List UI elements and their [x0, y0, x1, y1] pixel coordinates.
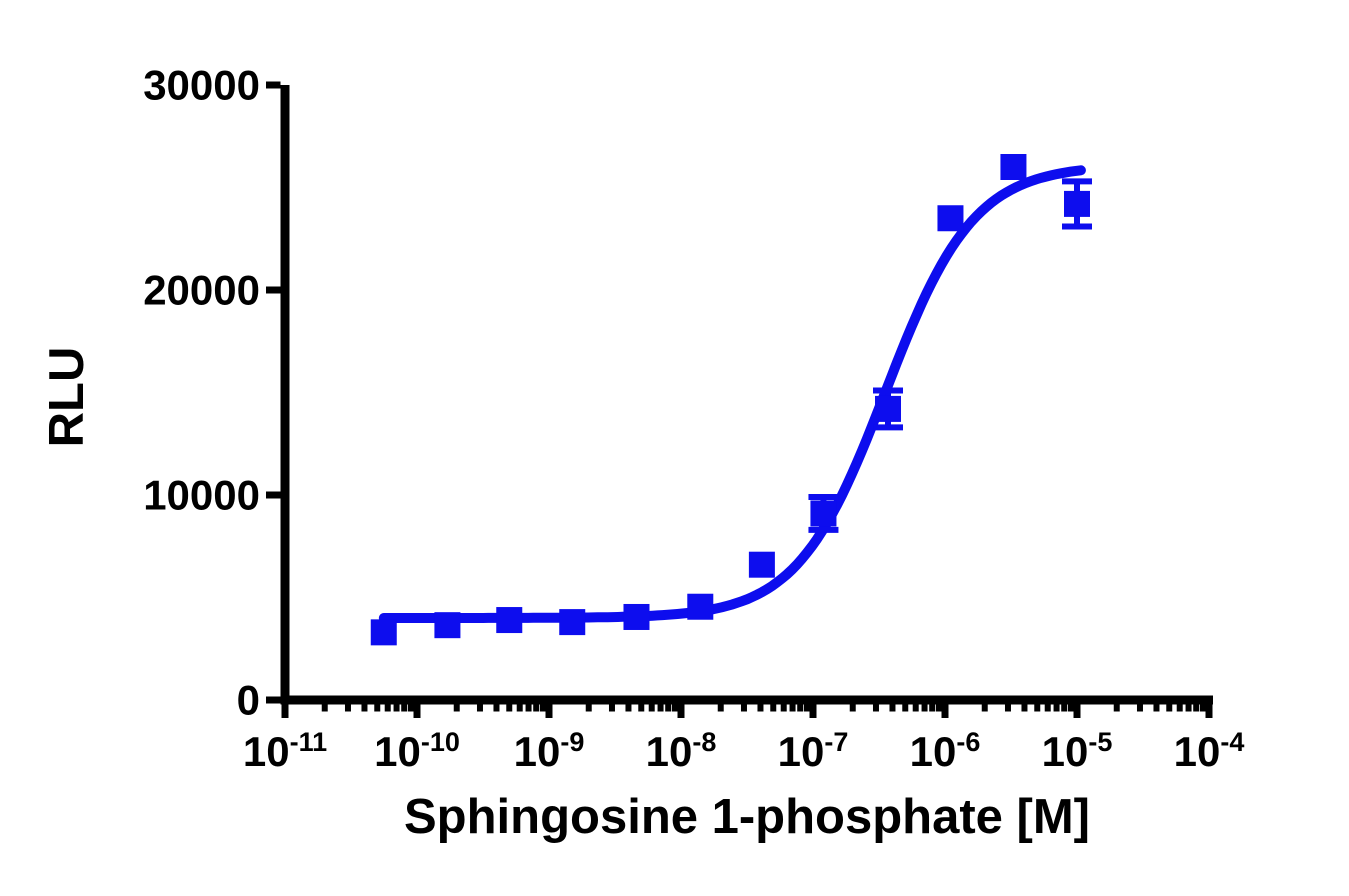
- y-axis-title: RLU: [40, 347, 94, 448]
- x-tick-label: 10-11: [243, 727, 327, 775]
- data-point-marker: [1000, 154, 1027, 180]
- data-point-marker: [810, 500, 837, 527]
- y-tick-label: 30000: [143, 62, 260, 109]
- data-points-layer: [370, 154, 1092, 646]
- y-tick-label: 20000: [143, 267, 260, 314]
- x-axis-title: Sphingosine 1-phosphate [M]: [404, 790, 1090, 844]
- x-tick-label: 10-7: [778, 727, 849, 775]
- data-point-marker: [1064, 190, 1090, 217]
- fit-curve-layer: [378, 165, 1086, 623]
- x-tick-label: 10-5: [1042, 727, 1113, 775]
- data-point-marker: [623, 603, 650, 630]
- data-point-marker: [875, 395, 902, 422]
- x-tick-label: 10-8: [646, 727, 717, 775]
- data-point-marker: [434, 612, 461, 639]
- data-point-marker: [748, 551, 775, 578]
- fit-curve: [378, 165, 1086, 623]
- x-tick-label: 10-6: [910, 727, 981, 775]
- data-point-marker: [496, 607, 523, 634]
- axes: 0 10000 20000 30000 10-11 10-10 10-9 10-8 10-7 10…: [143, 62, 1244, 775]
- data-point-marker: [937, 205, 964, 232]
- x-tick-label: 10-4: [1174, 727, 1245, 775]
- y-tick-label: 10000: [143, 472, 260, 519]
- y-tick-label: 0: [237, 677, 260, 724]
- x-tick-label: 10-10: [374, 727, 460, 775]
- x-tick-label: 10-9: [514, 727, 585, 775]
- data-point-marker: [687, 593, 714, 620]
- data-point-marker: [559, 609, 586, 636]
- data-point-marker: [370, 619, 397, 646]
